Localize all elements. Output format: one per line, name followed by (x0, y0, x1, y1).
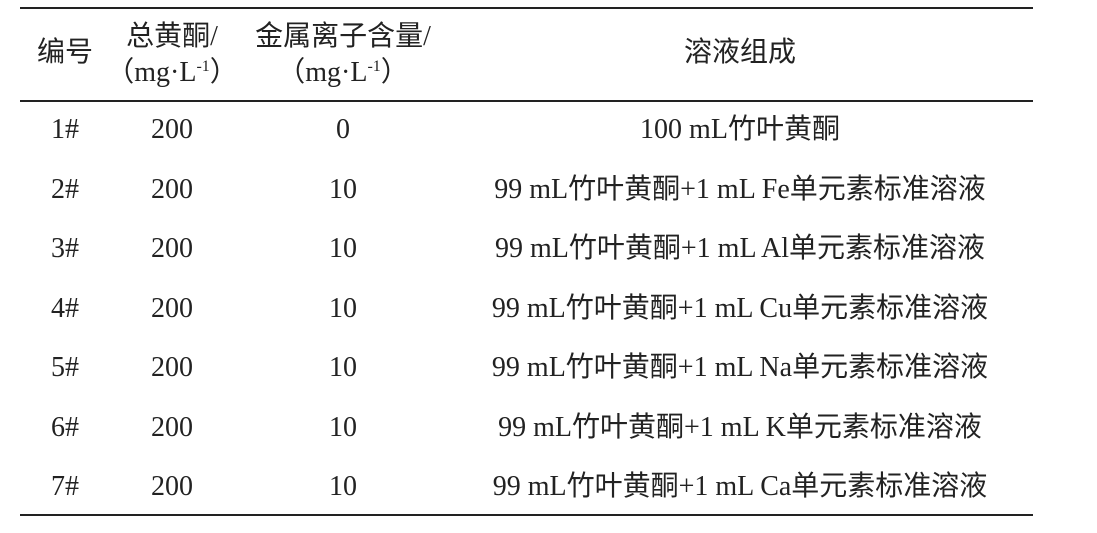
table-cell: 200 (151, 412, 193, 443)
unit-exponent: -1 (196, 58, 210, 75)
table-cell: 10 (329, 412, 357, 443)
table-cell: 99 mL竹叶黄酮+1 mL Fe单元素标准溶液 (494, 174, 986, 205)
unit-text: （mg·L (277, 57, 368, 88)
table-cell: 10 (329, 352, 357, 383)
header-rule (20, 100, 1033, 102)
table-cell: 99 mL竹叶黄酮+1 mL Cu单元素标准溶液 (491, 293, 989, 324)
table-cell: 99 mL竹叶黄酮+1 mL Ca单元素标准溶液 (492, 471, 988, 502)
table-cell: 99 mL竹叶黄酮+1 mL Al单元素标准溶液 (495, 233, 985, 264)
header-cell: 溶液组成 (683, 37, 797, 68)
table-cell: 200 (151, 114, 193, 145)
table-cell: 2# (51, 174, 79, 205)
unit-text: （mg·L (106, 57, 197, 88)
bottom-rule (20, 514, 1033, 516)
table-cell: 6# (51, 412, 79, 443)
unit-close: ） (380, 57, 409, 88)
header-cell: 金属离子含量/ (255, 21, 431, 52)
table-cell: 5# (51, 352, 79, 383)
unit-close: ） (209, 57, 238, 88)
table-cell: 200 (151, 293, 193, 324)
table-cell: 99 mL竹叶黄酮+1 mL K单元素标准溶液 (498, 412, 982, 443)
table-cell: 4# (51, 293, 79, 324)
table-cell: 1# (51, 114, 79, 145)
table-cell: 200 (151, 471, 193, 502)
table-cell: 10 (329, 174, 357, 205)
table-cell: 10 (329, 233, 357, 264)
unit-exponent: -1 (367, 58, 381, 75)
top-rule (20, 7, 1033, 9)
table-cell: 7# (51, 471, 79, 502)
table-cell: 10 (329, 471, 357, 502)
table-cell: 200 (151, 174, 193, 205)
header-cell: 编号 (36, 37, 94, 68)
header-cell: 总黄酮/ (126, 21, 218, 52)
table-cell: 99 mL竹叶黄酮+1 mL Na单元素标准溶液 (491, 352, 989, 383)
table-cell: 100 mL竹叶黄酮 (640, 114, 840, 145)
table-cell: 0 (336, 114, 350, 145)
table-cell: 3# (51, 233, 79, 264)
table-cell: 10 (329, 293, 357, 324)
table-cell: 200 (151, 352, 193, 383)
header-unit: （mg·L-1） (277, 59, 409, 87)
table-cell: 200 (151, 233, 193, 264)
header-unit: （mg·L-1） (106, 59, 238, 87)
